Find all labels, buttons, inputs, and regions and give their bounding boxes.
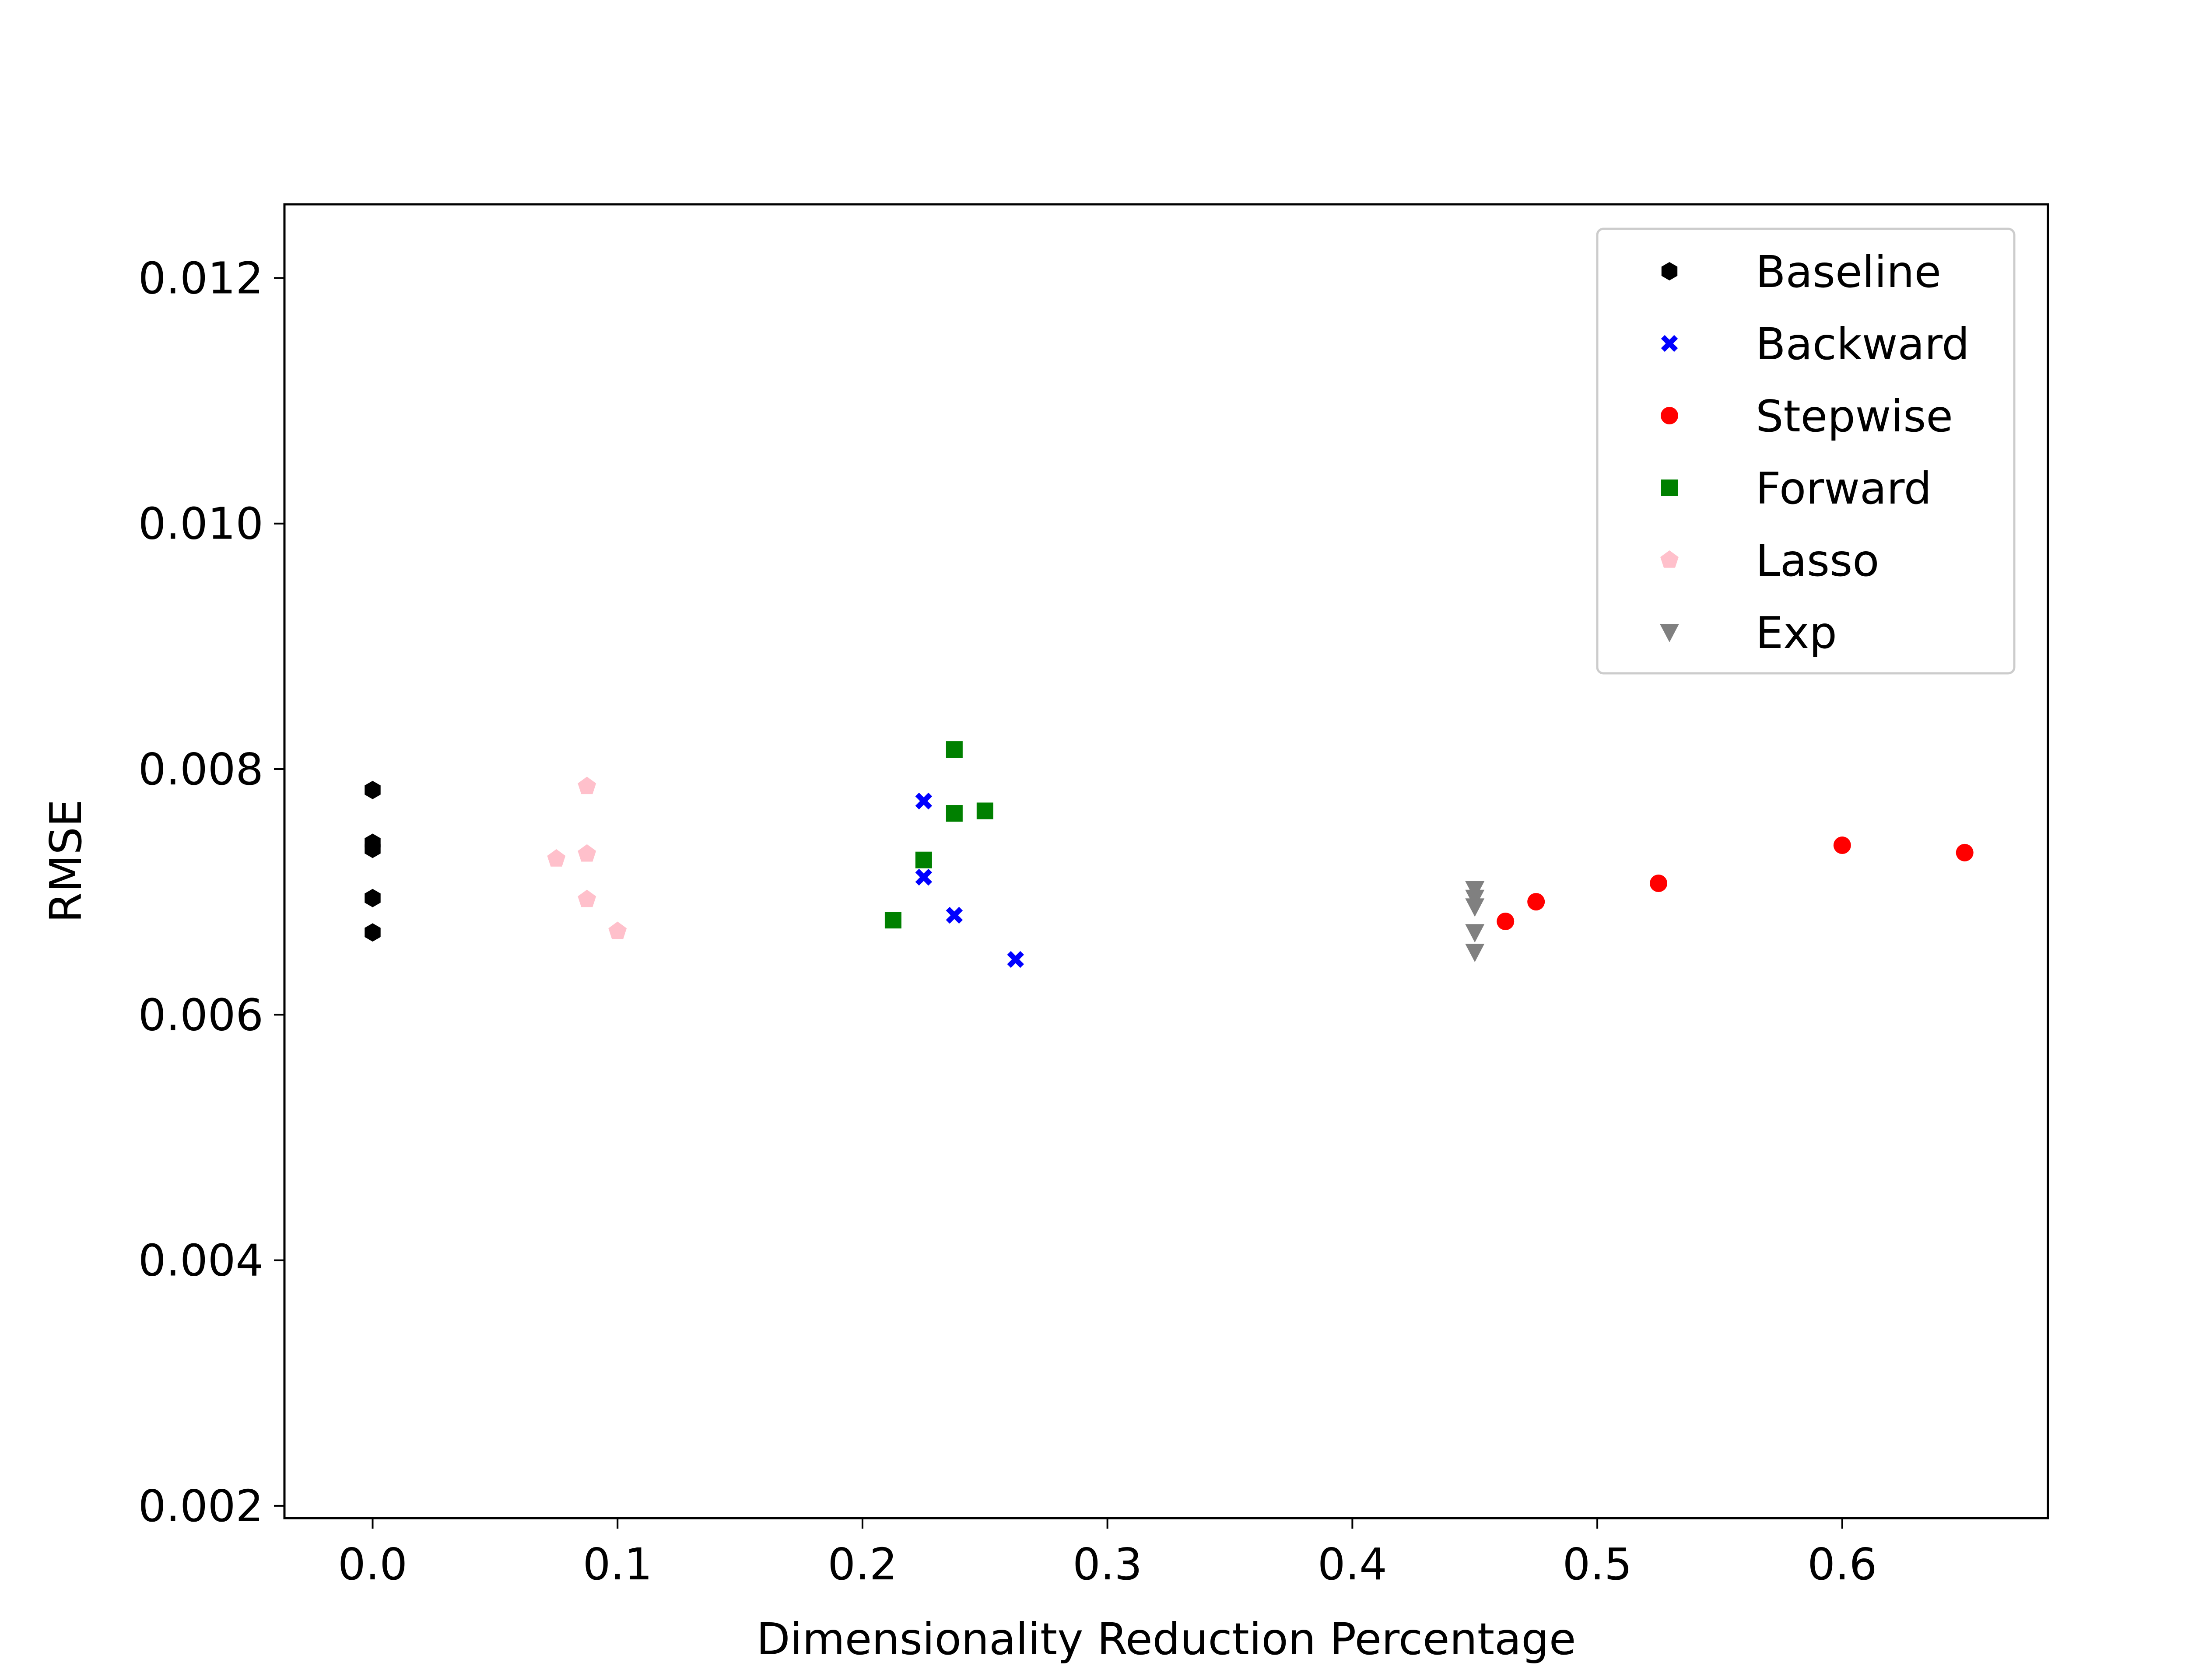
y-axis-label: RMSE [40,799,91,923]
legend-marker-lasso [1660,550,1679,568]
point-lasso [578,844,596,862]
y-tick-label: 0.008 [138,744,263,795]
legend-marker-backward [1661,335,1678,352]
legend-marker-forward [1661,480,1678,496]
x-tick-label: 0.2 [828,1539,897,1590]
point-stepwise [1527,893,1545,911]
point-lasso [608,921,627,939]
legend-marker-baseline [1661,262,1678,280]
x-axis-ticks: 0.0 0.1 0.2 0.3 0.4 0.5 0.6 [338,1518,1877,1590]
point-forward [976,802,993,819]
y-tick-label: 0.002 [138,1480,263,1532]
legend-label-backward: Backward [1756,318,1970,370]
x-tick-label: 0.3 [1073,1539,1142,1590]
point-exp [1465,898,1485,917]
point-backward [946,906,963,924]
y-axis-ticks: 0.002 0.004 0.006 0.008 0.010 0.012 [138,252,284,1532]
y-tick-label: 0.004 [138,1235,263,1286]
legend-label-stepwise: Stepwise [1756,391,1953,442]
x-tick-label: 0.5 [1563,1539,1632,1590]
point-backward [1007,951,1024,968]
point-forward [946,741,963,758]
y-tick-label: 0.010 [138,498,263,550]
point-forward [884,912,901,929]
legend: Baseline Backward Stepwise Forward Lasso Exp [1596,228,2016,675]
legend-marker-stepwise [1661,407,1678,424]
point-forward [915,851,932,868]
point-stepwise [1497,913,1515,931]
point-baseline [365,780,381,799]
point-baseline [365,889,381,907]
point-stepwise [1956,844,1974,861]
data-points [365,741,1974,968]
legend-box [1596,228,2016,675]
x-axis-label: Dimensionality Reduction Percentage [757,1614,1576,1665]
x-tick-label: 0.6 [1807,1539,1877,1590]
point-stepwise [1833,836,1851,854]
point-baseline [365,923,381,942]
legend-label-forward: Forward [1756,463,1932,514]
point-backward [915,792,933,810]
x-tick-label: 0.0 [338,1539,407,1590]
x-tick-label: 0.1 [583,1539,652,1590]
point-exp [1465,944,1485,962]
point-lasso [578,777,596,794]
legend-marker-exp [1660,624,1679,642]
point-stepwise [1650,875,1668,892]
x-tick-label: 0.4 [1318,1539,1387,1590]
point-backward [915,868,933,886]
y-tick-label: 0.012 [138,252,263,304]
point-exp [1465,924,1485,943]
point-baseline [365,840,381,858]
point-lasso [578,889,596,907]
legend-label-exp: Exp [1756,607,1837,658]
point-lasso [547,849,566,867]
plot-frame [283,203,2049,1519]
legend-label-lasso: Lasso [1756,535,1879,586]
legend-label-baseline: Baseline [1756,246,1941,298]
y-tick-label: 0.006 [138,989,263,1040]
point-forward [946,805,963,822]
